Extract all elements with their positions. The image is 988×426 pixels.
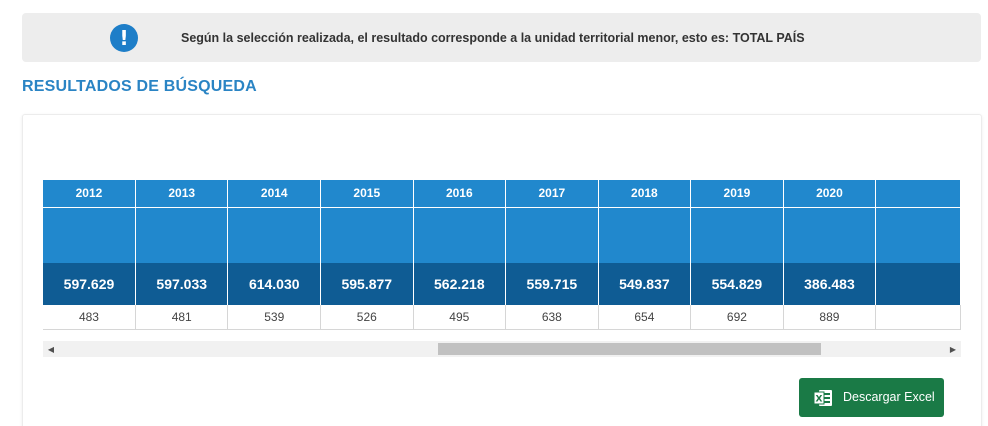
total-value-cell: 562.218	[413, 263, 507, 305]
overflow-cell	[875, 206, 961, 263]
blank-cell	[505, 206, 599, 263]
blank-cell	[43, 206, 136, 263]
sub-value-cell: 889	[783, 305, 877, 330]
blank-cell	[598, 206, 692, 263]
year-header-cell: 2015	[320, 180, 414, 207]
results-table: 2012 2013 2014 2015 2016 2017 2018 2019 2020 597…	[43, 180, 961, 330]
year-header-cell: 2017	[505, 180, 599, 207]
blank-cell	[135, 206, 229, 263]
totals-row: 597.629 597.033 614.030 595.877 562.218 559.7…	[43, 263, 961, 305]
horizontal-scrollbar[interactable]: ◀ ▶	[43, 341, 961, 357]
blank-cell	[783, 206, 877, 263]
sub-value-cell: 483	[43, 305, 136, 330]
blank-cell	[320, 206, 414, 263]
year-header-cell: 2018	[598, 180, 692, 207]
results-table-container[interactable]: 2012 2013 2014 2015 2016 2017 2018 2019 2020 597…	[43, 180, 961, 332]
blank-cell	[690, 206, 784, 263]
sub-value-cell: 481	[135, 305, 229, 330]
results-title: RESULTADOS DE BÚSQUEDA	[22, 78, 257, 95]
total-value-cell: 597.629	[43, 263, 136, 305]
total-value-cell: 549.837	[598, 263, 692, 305]
overflow-cell	[875, 180, 961, 207]
sub-value-cell: 692	[690, 305, 784, 330]
total-value-cell: 595.877	[320, 263, 414, 305]
year-header-cell: 2020	[783, 180, 877, 207]
total-value-cell: 614.030	[227, 263, 322, 305]
total-value-cell: 554.829	[690, 263, 784, 305]
info-banner-text: Según la selección realizada, el resulta…	[181, 31, 805, 45]
total-value-cell: 559.715	[505, 263, 599, 305]
total-value-cell: 597.033	[135, 263, 229, 305]
download-excel-label: Descargar Excel	[843, 390, 935, 404]
year-header-cell: 2013	[135, 180, 229, 207]
svg-text:X: X	[816, 395, 823, 405]
arrow-right-icon[interactable]: ▶	[949, 344, 957, 354]
excel-icon: X	[813, 390, 832, 406]
sub-value-cell: 654	[598, 305, 692, 330]
info-icon: !	[110, 24, 138, 52]
year-header-cell: 2012	[43, 180, 136, 207]
year-header-cell: 2019	[690, 180, 784, 207]
scrollbar-thumb[interactable]	[438, 343, 821, 355]
sub-value-cell: 638	[505, 305, 599, 330]
sub-value-cell: 495	[413, 305, 507, 330]
info-banner: ! Según la selección realizada, el resul…	[22, 13, 981, 62]
overflow-cell	[875, 305, 961, 330]
year-header-cell: 2014	[227, 180, 322, 207]
arrow-left-icon[interactable]: ◀	[47, 344, 55, 354]
overflow-cell	[875, 263, 961, 305]
blank-row	[43, 206, 961, 263]
blank-cell	[413, 206, 507, 263]
year-header-row: 2012 2013 2014 2015 2016 2017 2018 2019 2020	[43, 180, 961, 207]
blank-cell	[227, 206, 322, 263]
sub-value-cell: 526	[320, 305, 414, 330]
download-excel-button[interactable]: X Descargar Excel	[799, 378, 944, 417]
total-value-cell: 386.483	[783, 263, 877, 305]
sub-value-cell: 539	[227, 305, 322, 330]
subvalues-row: 483 481 539 526 495 638 654 692 889	[43, 305, 961, 330]
year-header-cell: 2016	[413, 180, 507, 207]
